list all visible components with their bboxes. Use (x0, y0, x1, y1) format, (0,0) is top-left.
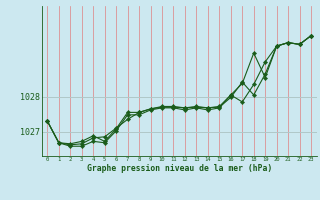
X-axis label: Graphe pression niveau de la mer (hPa): Graphe pression niveau de la mer (hPa) (87, 164, 272, 173)
